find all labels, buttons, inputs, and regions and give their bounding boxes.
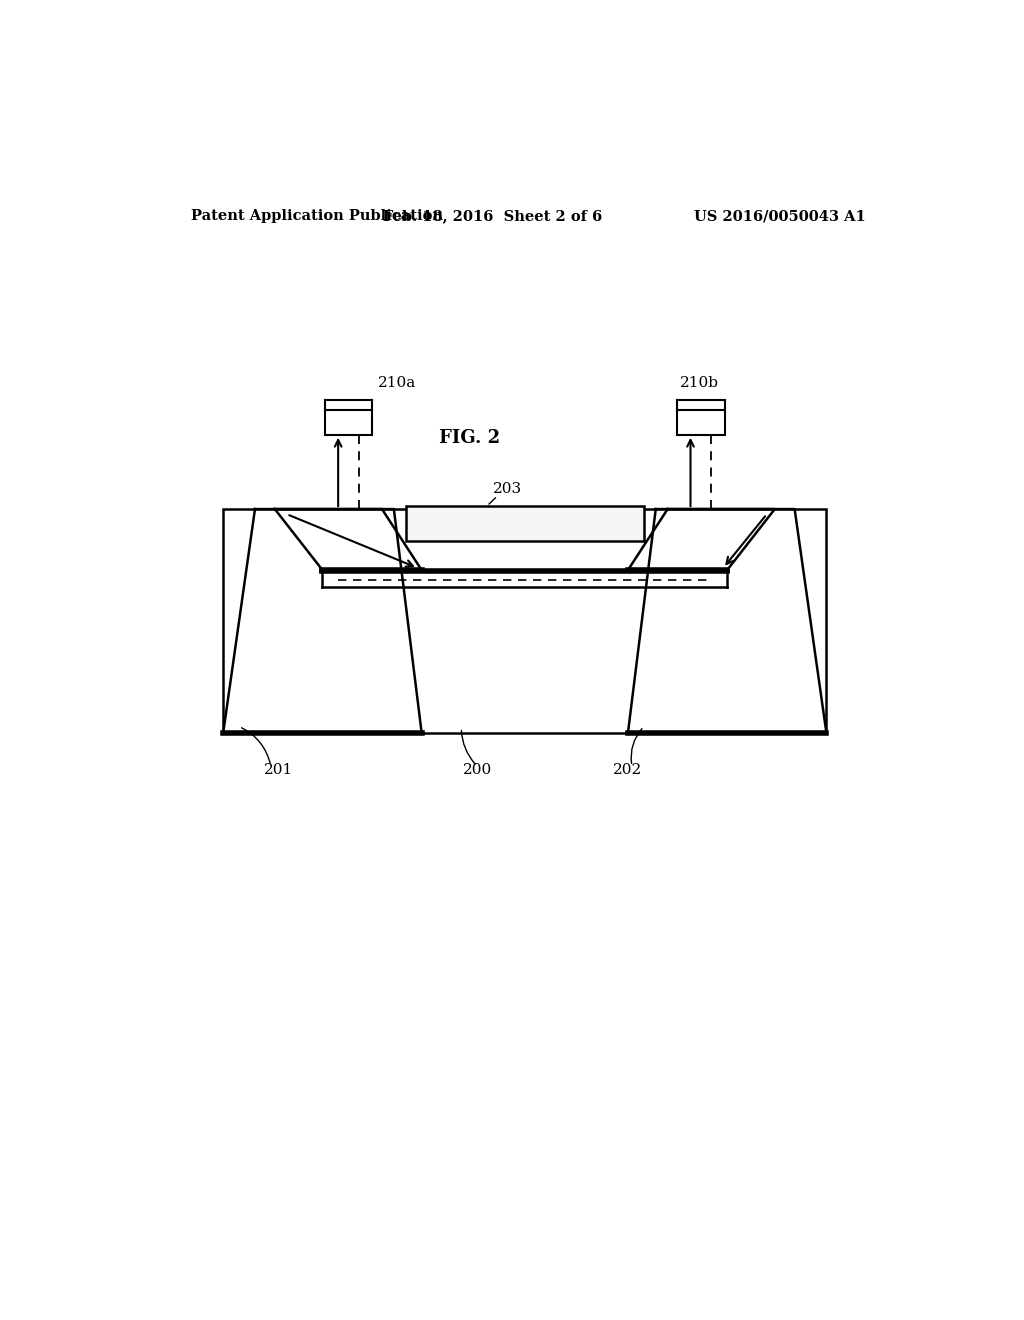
- Text: FIG. 2: FIG. 2: [438, 429, 500, 447]
- Text: 210b: 210b: [680, 376, 719, 391]
- Bar: [406, 506, 644, 541]
- Text: Patent Application Publication: Patent Application Publication: [191, 210, 443, 223]
- Bar: [677, 411, 725, 434]
- Text: Feb. 18, 2016  Sheet 2 of 6: Feb. 18, 2016 Sheet 2 of 6: [383, 210, 603, 223]
- Text: 210a: 210a: [378, 376, 416, 391]
- Bar: [223, 510, 826, 733]
- Text: 201: 201: [264, 763, 294, 777]
- Text: 200: 200: [463, 763, 492, 777]
- Bar: [325, 411, 373, 434]
- Text: US 2016/0050043 A1: US 2016/0050043 A1: [694, 210, 866, 223]
- Text: 202: 202: [613, 763, 643, 777]
- Text: 203: 203: [494, 482, 522, 496]
